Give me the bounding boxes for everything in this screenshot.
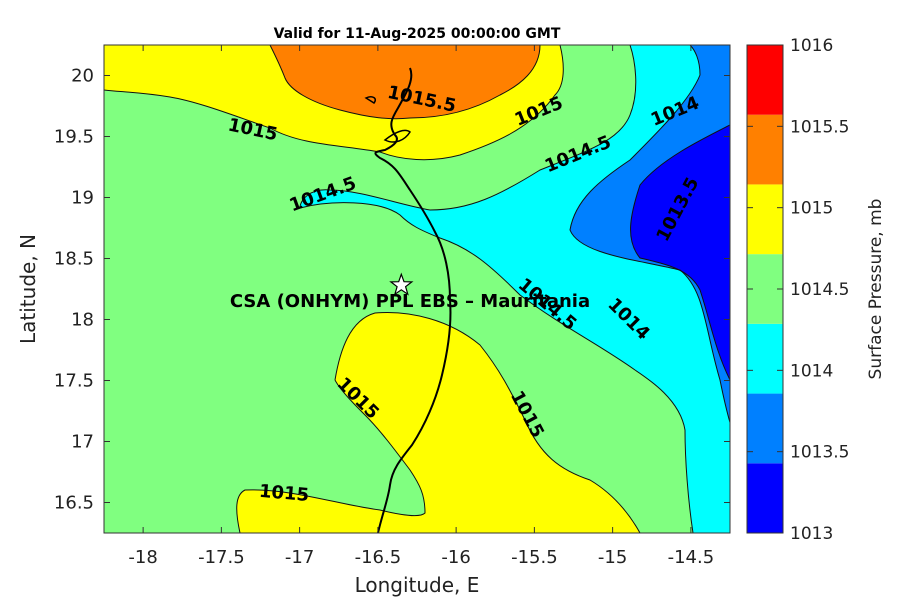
contour-line bbox=[334, 312, 641, 533]
x-tick-label: -17 bbox=[285, 547, 314, 568]
colorbar-segment bbox=[747, 323, 783, 394]
y-tick-label: 16.5 bbox=[54, 493, 94, 514]
x-tick-label: -14.5 bbox=[668, 547, 715, 568]
y-tick-label: 19.5 bbox=[54, 127, 94, 148]
station-label: CSA (ONHYM) PPL EBS – Mauritania bbox=[230, 291, 590, 312]
x-tick-label: -18 bbox=[128, 547, 157, 568]
y-tick-label: 19 bbox=[71, 188, 94, 209]
x-tick-label: -15.5 bbox=[511, 547, 558, 568]
x-tick-label: -15 bbox=[598, 547, 627, 568]
y-tick-label: 20 bbox=[71, 66, 94, 87]
y-axis-label: Latitude, N bbox=[16, 234, 40, 344]
colorbar-tick-label: 1015 bbox=[790, 199, 833, 219]
island-outline bbox=[364, 96, 377, 104]
band-1013-dark-blue bbox=[630, 125, 730, 380]
y-tick-label: 18 bbox=[71, 310, 94, 331]
contour-line bbox=[299, 45, 694, 533]
colorbar-segment bbox=[747, 114, 783, 185]
colorbar-tick-label: 1013.5 bbox=[790, 443, 849, 463]
contour-line bbox=[269, 45, 541, 120]
colorbar-tick-label: 1014 bbox=[790, 361, 833, 381]
colorbar-tick-label: 1013 bbox=[790, 524, 833, 544]
contour-line bbox=[569, 45, 730, 425]
plot-frame bbox=[103, 44, 731, 534]
colorbar-segment bbox=[747, 463, 783, 533]
x-tick-label: -16 bbox=[441, 547, 470, 568]
colorbar-tick-label: 1015.5 bbox=[790, 117, 849, 137]
colorbar-tick-label: 1016 bbox=[790, 36, 833, 56]
contour-line bbox=[236, 379, 426, 533]
x-tick-label: -17.5 bbox=[198, 547, 245, 568]
colorbar-segment bbox=[747, 393, 783, 464]
station-layer: CSA (ONHYM) PPL EBS – Mauritania bbox=[230, 272, 590, 312]
chart-title: Valid for 11-Aug-2025 00:00:00 GMT bbox=[274, 26, 561, 42]
plot-area bbox=[104, 45, 730, 533]
y-tick-label: 18.5 bbox=[54, 249, 94, 270]
colorbar-label: Surface Pressure, mb bbox=[866, 199, 886, 380]
colorbar: 1013 1013.5 1014 1014.5 1015 1015.5 1016 bbox=[746, 36, 849, 544]
contour-line bbox=[630, 124, 730, 381]
contour-lines bbox=[104, 45, 730, 533]
colorbar-segment bbox=[747, 45, 783, 115]
y-tick-label: 17 bbox=[71, 432, 94, 453]
station-star-marker bbox=[389, 272, 414, 296]
x-tick-label: -16.5 bbox=[355, 547, 402, 568]
colorbar-tick-label: 1014.5 bbox=[790, 280, 849, 300]
y-tick-label: 17.5 bbox=[54, 371, 94, 392]
contour-label: 1015 bbox=[258, 481, 310, 506]
island-outline bbox=[383, 129, 411, 143]
band-1015-5-orange bbox=[270, 45, 540, 119]
colorbar-segment bbox=[747, 184, 783, 255]
x-axis-label: Longitude, E bbox=[355, 573, 480, 597]
y-axis-ticks: 16.5 17 17.5 18 18.5 19 19.5 20 bbox=[54, 66, 730, 514]
x-axis-ticks: -18 -17.5 -17 -16.5 -16 -15.5 -15 -14.5 bbox=[128, 45, 714, 568]
